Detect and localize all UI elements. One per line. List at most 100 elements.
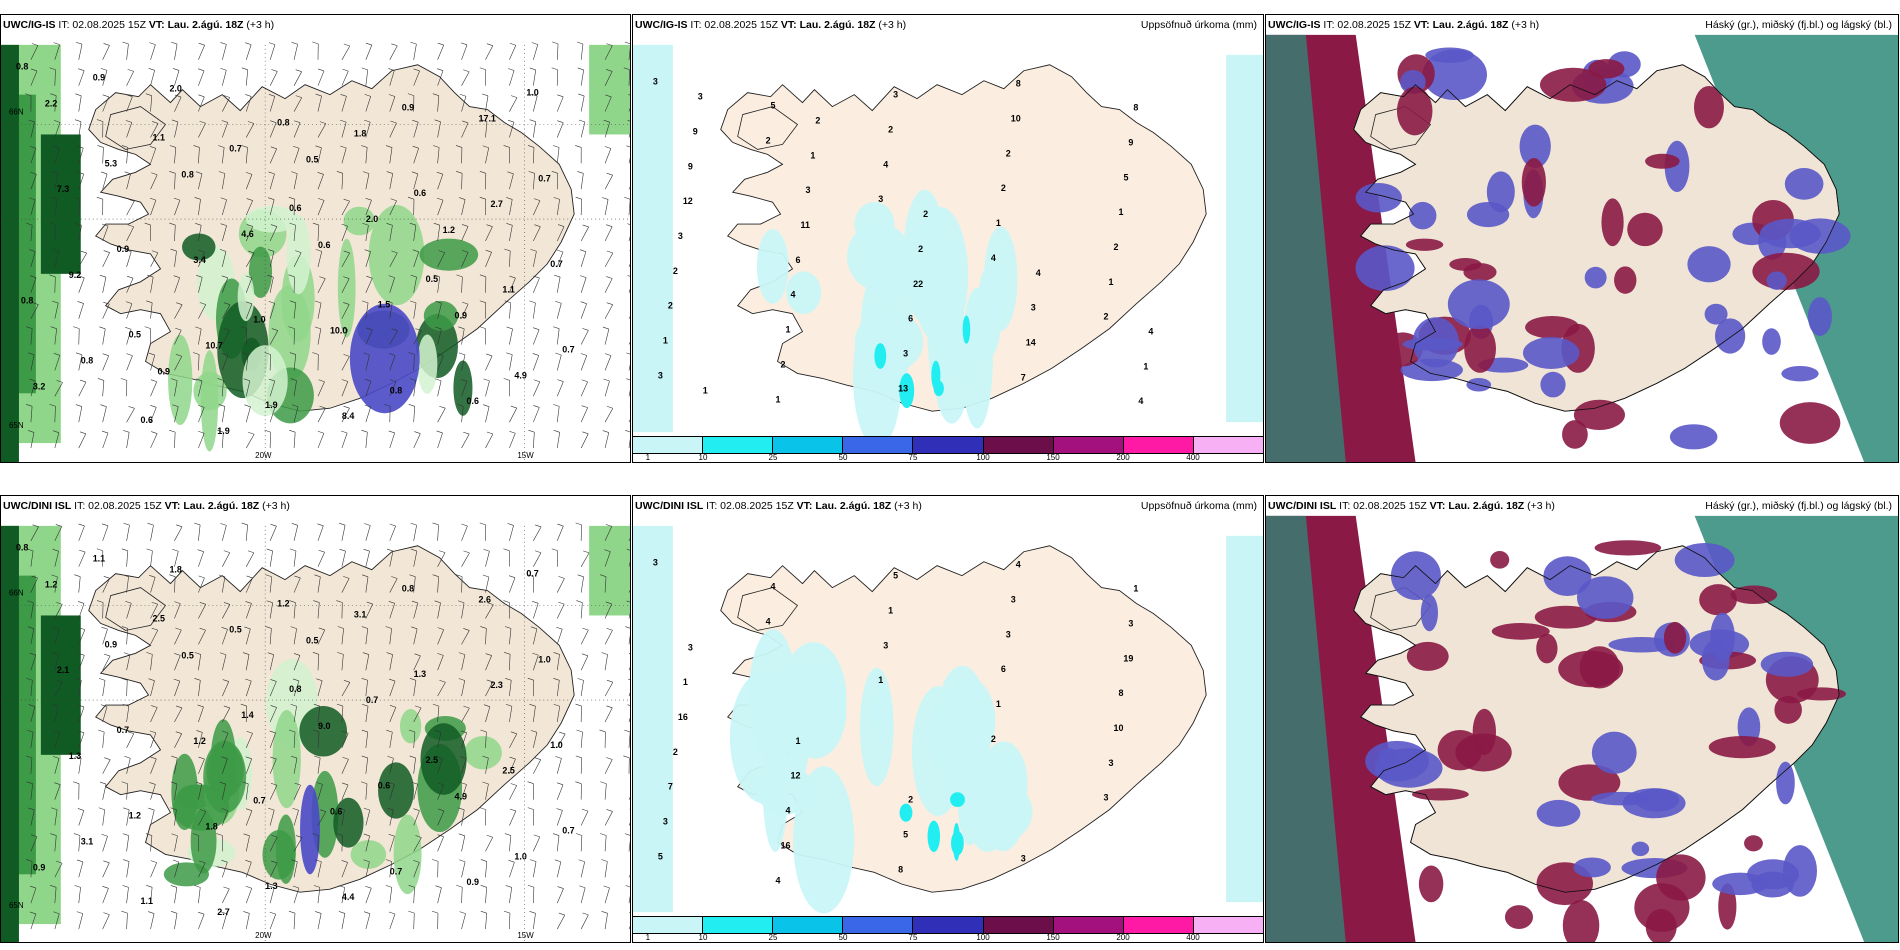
wind-barb [102,147,104,164]
wind-barb [78,275,85,279]
wind-barb [527,145,535,148]
accum-value: 3 [903,348,908,358]
precip-value: 3.1 [81,836,93,846]
wind-barb [437,70,444,86]
rain-area [793,766,855,914]
wind-barb [388,601,395,604]
wind-barb [313,729,320,733]
legend-ticks: 1 10 25 50 75 100 150 200 400 [633,933,1263,942]
precip-value: 0.5 [426,274,438,284]
wind-barb [439,679,446,683]
wind-barb [30,277,37,293]
accum-value: 3 [893,90,898,100]
wind-barb [529,300,536,304]
legend-tick-label: 400 [1186,453,1200,462]
wind-barb [150,862,158,878]
wind-barb [509,354,513,371]
precip-value: 0.7 [117,725,129,735]
mid-cloud [1390,551,1441,600]
wind-barb [341,654,344,671]
wind-barb [52,756,60,759]
wind-barb [128,406,135,409]
wind-barb [533,355,540,371]
wind-barb [146,300,153,304]
wind-barb [556,226,565,242]
wind-barb [461,913,466,930]
wind-barb [580,251,587,267]
wind-barb [553,326,560,330]
wind-barb [365,197,372,201]
accum-value: 2 [923,209,928,219]
wind-barb [198,430,205,434]
wind-barb [413,225,417,242]
wind-barb [54,835,57,852]
wind-barb [54,432,60,449]
wind-barb [245,275,253,279]
wind-barb [293,887,300,904]
wind-barb [575,833,582,836]
precip-blob [333,797,364,848]
wind-barb [365,913,371,930]
wind-barb [628,796,630,800]
wind-barb [365,42,372,46]
accum-value: 16 [781,840,791,850]
wind-barb [364,94,371,97]
wind-barb [604,175,613,190]
wind-barb [604,252,614,268]
cloud-map [1266,15,1898,462]
wind-barb [485,758,489,774]
precip-value: 1.3 [69,751,81,761]
wind-barb [269,681,277,697]
wind-barb [556,835,560,852]
wind-barb [175,731,182,734]
wind-barb [126,278,134,293]
wind-barb [54,355,61,371]
precip-blob [393,814,422,895]
mid-cloud [1591,791,1652,806]
wind-barb [97,600,104,603]
wind-barb [535,524,542,528]
wind-barb [485,45,494,60]
wind-barb [504,833,511,836]
wind-barb [198,249,205,253]
wind-barb [30,380,36,397]
low-cloud [1437,729,1483,771]
wind-barb [102,680,106,697]
wind-barb [288,326,295,329]
wind-barb [223,886,230,890]
wind-barb [604,146,611,149]
wind-barb [269,550,273,567]
accum-value: 2 [991,734,996,744]
wind-barb [461,173,463,190]
wind-barb [505,703,512,707]
wind-barb [174,809,177,826]
wind-barb [581,808,589,812]
wind-barb [509,430,516,434]
wind-barb [30,834,38,837]
wind-barb [245,434,255,449]
wind-barb [26,222,33,226]
wind-barb [628,438,630,449]
wind-barb [509,785,517,800]
wind-barb [270,120,277,123]
wind-barb [317,174,324,190]
wind-barb [264,352,271,355]
wind-barb [169,429,176,433]
wind-barb [75,41,83,45]
accum-value: 3 [1006,629,1011,639]
wind-barb [437,784,444,800]
wind-barb [341,733,349,748]
precip-value: 0.9 [455,311,467,321]
wind-barb [628,157,630,164]
wind-barb [461,758,467,774]
wind-barb [479,522,486,526]
wind-barb [461,887,463,904]
wind-barb [317,861,322,878]
wind-barb [126,550,129,567]
accum-value: 3 [653,77,658,87]
wind-barb [575,781,582,784]
wind-barb [409,574,416,578]
wind-barb [293,225,296,242]
wind-barb [54,276,56,293]
wind-barb [624,833,630,836]
